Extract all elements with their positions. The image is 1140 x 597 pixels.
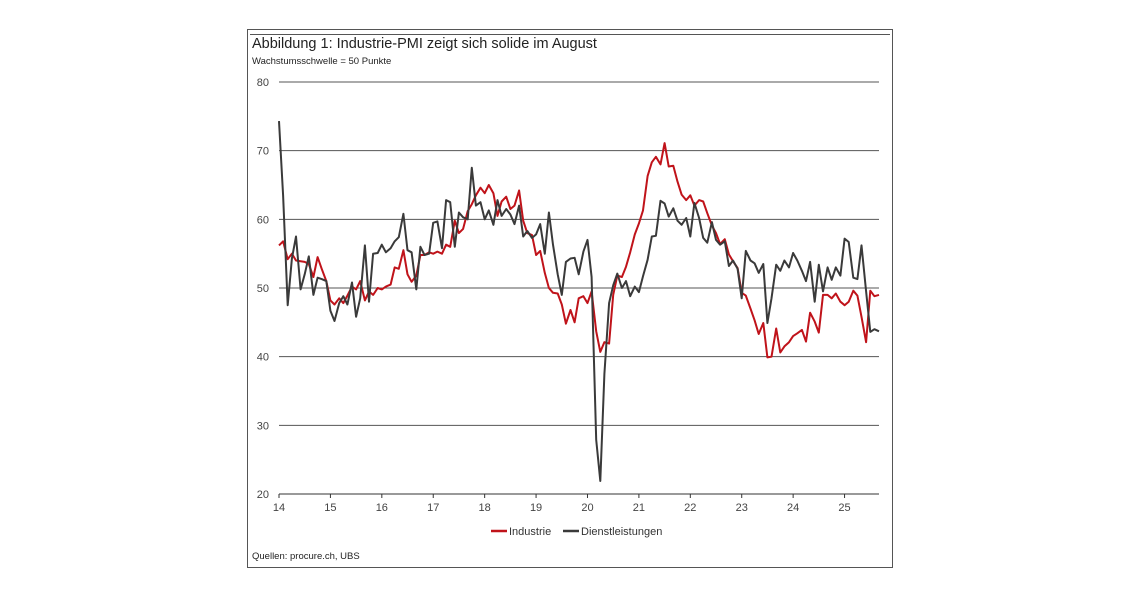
figure-frame	[247, 29, 893, 568]
x-tick-label: 24	[787, 502, 799, 514]
y-tick-label: 20	[257, 489, 269, 501]
source-note: Quellen: procure.ch, UBS	[252, 551, 360, 562]
x-tick-label: 23	[736, 502, 748, 514]
x-tick-label: 18	[479, 502, 491, 514]
series-line-dienstleistungen	[278, 121, 880, 482]
series-lines	[278, 121, 880, 482]
y-tick-label: 60	[257, 214, 269, 226]
x-tick-label: 14	[273, 502, 285, 514]
y-tick-label: 30	[257, 420, 269, 432]
x-tick-label: 17	[427, 502, 439, 514]
x-axis-ticks: 14 15 16 17 18 19 20 21 22 23 24 25	[273, 494, 851, 514]
y-tick-label: 50	[257, 283, 269, 295]
legend-label-dienstleistungen: Dienstleistungen	[581, 526, 662, 538]
legend-label-industrie: Industrie	[509, 526, 551, 538]
gridlines	[279, 81, 879, 426]
chart-title: Abbildung 1: Industrie-PMI zeigt sich so…	[252, 36, 597, 52]
series-line-industrie	[278, 142, 880, 359]
legend: Industrie Dienstleistungen	[491, 526, 662, 538]
x-tick-label: 20	[581, 502, 593, 514]
x-tick-label: 25	[838, 502, 850, 514]
x-tick-label: 15	[324, 502, 336, 514]
y-tick-label: 70	[257, 146, 269, 158]
y-axis-ticks: 20 30 40 50 60 70 80	[257, 77, 269, 501]
title-rule	[250, 34, 890, 35]
y-tick-label: 40	[257, 352, 269, 364]
x-tick-label: 21	[633, 502, 645, 514]
y-tick-label: 80	[257, 77, 269, 89]
x-tick-label: 16	[376, 502, 388, 514]
chart-subtitle: Wachstumsschwelle = 50 Punkte	[252, 56, 392, 67]
x-tick-label: 19	[530, 502, 542, 514]
x-tick-label: 22	[684, 502, 696, 514]
